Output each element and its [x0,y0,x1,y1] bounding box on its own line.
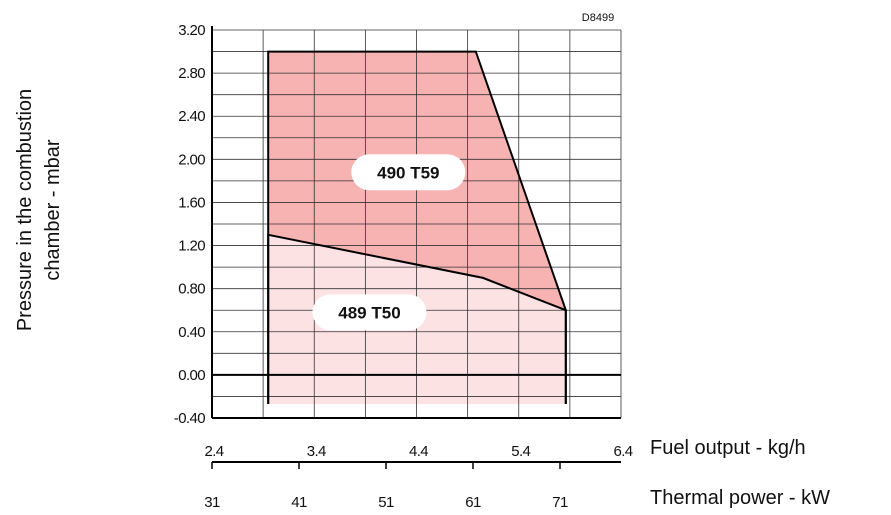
x-tick-label-secondary: 71 [552,494,568,511]
x-tick-label-primary: 6.4 [613,443,632,460]
x-tick-label-secondary: 61 [465,494,481,511]
axes-layer: 3.20 2.80 2.40 2.00 1.60 1.20 0.80 0.40 0.00 -0.4… [174,22,634,511]
x-tick-label-primary: 2.4 [204,443,223,460]
region-label: 490 T59 [377,163,439,182]
figure-code: D8499 [582,12,614,24]
y-tick-label: 1.60 [178,194,205,211]
x-tick-label-primary: 3.4 [307,443,326,460]
x-tick-label-secondary: 31 [204,494,220,511]
region-label-bg [351,154,466,191]
y-tick-label: 2.00 [178,151,205,168]
y-tick-label: 1.20 [178,238,205,255]
x-tick-label-primary: 4.4 [409,443,428,460]
x-tick-label-secondary: 41 [291,494,307,511]
y-tick-label: 0.00 [178,367,205,384]
outline-layer [267,50,567,404]
y-tick-label: 2.80 [178,65,205,82]
x-tick-label-primary: 5.4 [511,443,530,460]
y-tick-label: 3.20 [178,22,205,39]
regions-layer [268,51,566,404]
region-label-bg [312,294,427,331]
y-tick-label: 2.40 [178,108,205,125]
labels-layer: 490 T59 489 T50 [312,154,466,331]
y-tick-label: 0.40 [178,324,205,341]
y-axis-label-line1: Pressure in the combustion [14,89,36,331]
x-tick-label-secondary: 51 [378,494,394,511]
y-axis-label-line2: chamber - mbar [42,139,64,280]
region-label: 489 T50 [338,303,400,322]
y-tick-label: 0.80 [178,281,205,298]
outline-489-t50 [267,233,567,404]
y-tick-label: -0.40 [174,410,205,427]
x-axis-label-secondary: Thermal power - kW [650,487,830,509]
x-axis-label-primary: Fuel output - kg/h [650,437,806,459]
